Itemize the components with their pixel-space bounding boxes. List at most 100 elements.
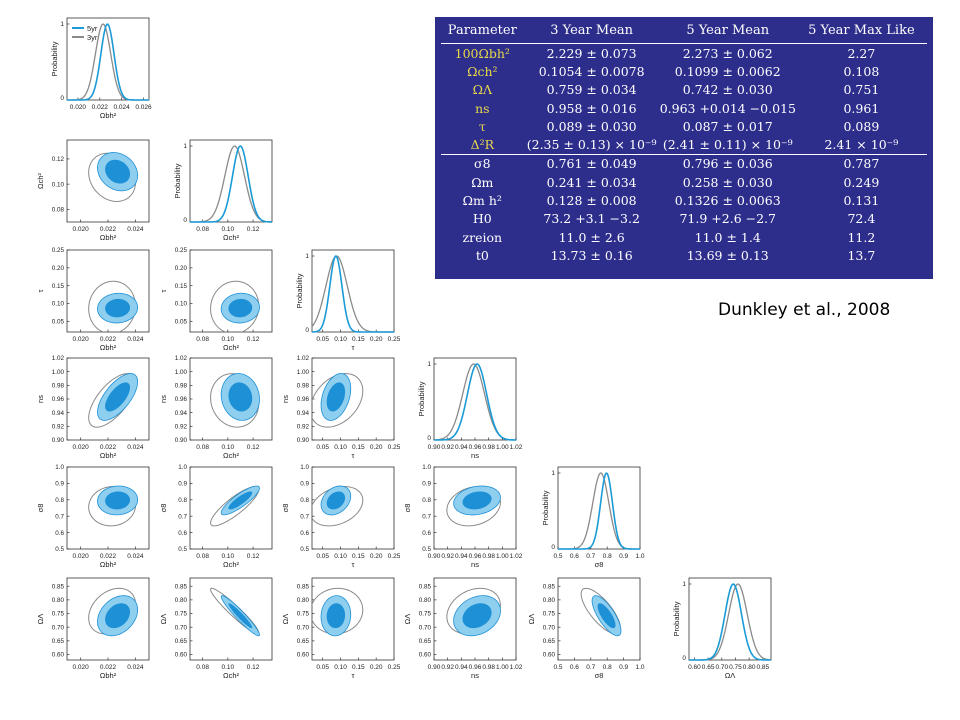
x-tick-label: 0.08 <box>196 553 209 560</box>
marginal-panel-2: 0.05 0.10 0.15 0.20 0.25 τ 1 0 Probability <box>295 249 401 352</box>
y-tick-label: 0.60 <box>543 652 556 659</box>
y-tick-label: 0.5 <box>300 546 309 553</box>
x-tick-label: 0.05 <box>316 444 329 451</box>
x-axis-label: ns <box>471 560 479 569</box>
y-tick-label: 0.10 <box>52 301 65 308</box>
x-tick-label: 0.022 <box>100 226 117 233</box>
header-parameter: Parameter <box>441 19 524 44</box>
parameter-name-cell: t0 <box>475 247 489 263</box>
contour-3yr-95 <box>210 280 260 332</box>
y-tick-label: 0 <box>682 655 686 662</box>
x-tick-label: 1.02 <box>510 664 523 671</box>
marginal-panel-0: 0.020 0.022 0.024 0.026 Ωbh² 1 0 Probability 5yr… <box>50 17 152 120</box>
y-tick-label: 0.80 <box>297 597 310 604</box>
x-tick-label: 0.98 <box>482 553 495 560</box>
contour-group <box>446 485 501 527</box>
y-tick-label: 0.6 <box>55 530 64 537</box>
y-tick-label: 0.65 <box>52 638 65 645</box>
value-cell: 0.751 <box>843 82 880 98</box>
x-tick-label: 0.12 <box>247 444 260 451</box>
parameter-name-cell: Ωch² <box>467 63 498 79</box>
x-tick-label: 0.9 <box>619 664 628 671</box>
y-tick-label: 0.20 <box>52 265 65 272</box>
value-cell: 0.089 <box>843 118 880 134</box>
x-tick-label: 0.12 <box>247 664 260 671</box>
contour-3yr-95 <box>312 587 364 635</box>
y-tick-label: 0.08 <box>52 207 65 214</box>
parameter-name-cell: ns <box>475 100 490 116</box>
value-cell: 2.41 × 10⁻⁹ <box>824 137 899 153</box>
x-tick-label: 0.96 <box>469 444 482 451</box>
contour-5yr-68 <box>105 491 131 510</box>
y-tick-label: 0.7 <box>422 513 431 520</box>
y-axis-label: σ8 <box>403 504 412 513</box>
x-tick-label: 0.15 <box>352 444 365 451</box>
contour-panel-3-1: 0.08 0.10 0.12 Ωch² 0.90 0.92 0.94 0.96 0.98 1.00… <box>159 355 273 460</box>
y-tick-label: 0.9 <box>422 481 431 488</box>
y-tick-label: 1.02 <box>297 355 310 362</box>
contour-group <box>88 587 139 637</box>
x-tick-label: 0.92 <box>441 553 454 560</box>
contour-5yr-68 <box>228 382 253 412</box>
value-cell: 11.2 <box>847 229 876 245</box>
x-tick-label: 0.90 <box>428 444 441 451</box>
contour-panel-2-0: 0.020 0.022 0.024 Ωbh² 0.05 0.10 0.15 0.20 0.25 τ <box>36 247 150 352</box>
y-tick-label: 0.9 <box>55 481 64 488</box>
y-tick-label: 0.70 <box>175 624 188 631</box>
value-cell: 0.963 +0.014 −0.015 <box>659 100 796 116</box>
citation: Dunkley et al., 2008 <box>718 300 891 320</box>
x-axis-label: σ8 <box>595 671 604 680</box>
table-row: Ωm h² 0.128 ± 0.008 0.1326 ± 0.0063 0.131 <box>441 191 927 209</box>
x-axis-label: σ8 <box>595 560 604 569</box>
x-tick-label: 0.10 <box>334 553 347 560</box>
contour-panel-5-4: 0.5 0.6 0.7 0.8 0.9 1.0 σ8 0.60 0.65 0.70 0.75 0.80… <box>527 577 645 680</box>
x-tick-label: 0.5 <box>553 553 562 560</box>
parameter-name-cell: σ8 <box>441 153 524 174</box>
x-axis-label: τ <box>352 560 355 569</box>
y-tick-label: 0.6 <box>300 530 309 537</box>
y-tick-label: 0.20 <box>175 265 188 272</box>
x-tick-label: 0.020 <box>70 104 87 111</box>
marginal-5yr-curve <box>67 23 149 101</box>
value-cell: 0.087 ± 0.017 <box>682 118 773 134</box>
y-axis-label: ΩΛ <box>403 614 412 625</box>
panel-frame <box>66 17 150 101</box>
y-tick-label: 0.70 <box>419 624 432 631</box>
contour-panel-5-0: 0.020 0.022 0.024 Ωbh² 0.60 0.65 0.70 0.75 0.80 0… <box>36 577 150 680</box>
y-tick-label: 1.02 <box>175 355 188 362</box>
value-cell: 0.1326 ± 0.0063 <box>674 193 781 209</box>
x-tick-label: 0.25 <box>388 444 401 451</box>
value-cell: 0.258 ± 0.030 <box>682 174 773 190</box>
x-tick-label: 0.024 <box>127 226 144 233</box>
y-tick-label: 0.90 <box>297 437 310 444</box>
table-row: t0 13.73 ± 0.16 13.69 ± 0.13 13.7 <box>441 246 927 264</box>
value-cell: 0.761 ± 0.049 <box>523 153 660 174</box>
contour-group <box>88 485 139 527</box>
x-tick-label: 0.020 <box>73 444 90 451</box>
table-row: σ8 0.761 ± 0.049 0.796 ± 0.036 0.787 <box>441 153 927 174</box>
y-tick-label: 0.60 <box>52 652 65 659</box>
value-cell: 0.1054 ± 0.0078 <box>538 63 645 79</box>
x-tick-label: 0.25 <box>388 553 401 560</box>
y-axis-label: Probability <box>672 601 681 636</box>
parameter-name-cell: Δ²R <box>470 137 495 153</box>
x-tick-label: 0.85 <box>756 664 769 671</box>
contour-panel-4-1: 0.08 0.10 0.12 Ωch² 0.5 0.6 0.7 0.8 0.9 1.0 σ8 <box>159 464 273 569</box>
x-tick-label: 0.10 <box>334 444 347 451</box>
panel-frame <box>189 577 273 661</box>
y-tick-label: 0.80 <box>543 597 556 604</box>
x-tick-label: 0.026 <box>135 104 152 111</box>
contour-5yr-68 <box>105 603 131 629</box>
contour-panel-4-2: 0.05 0.10 0.15 0.20 0.25 τ 0.5 0.6 0.7 0.8 0.9 1.0 σ… <box>281 464 401 569</box>
y-tick-label: 0.9 <box>178 481 187 488</box>
y-tick-label: 0.85 <box>52 583 65 590</box>
y-tick-label: 1.00 <box>52 369 65 376</box>
y-tick-label: 0.8 <box>422 497 431 504</box>
x-tick-label: 0.020 <box>73 664 90 671</box>
y-tick-label: 0.80 <box>419 597 432 604</box>
contour-5yr-68 <box>105 298 131 318</box>
x-tick-label: 0.6 <box>570 553 579 560</box>
x-axis-label: ns <box>471 451 479 460</box>
x-tick-label: 0.98 <box>482 664 495 671</box>
y-tick-label: 0.10 <box>175 301 188 308</box>
